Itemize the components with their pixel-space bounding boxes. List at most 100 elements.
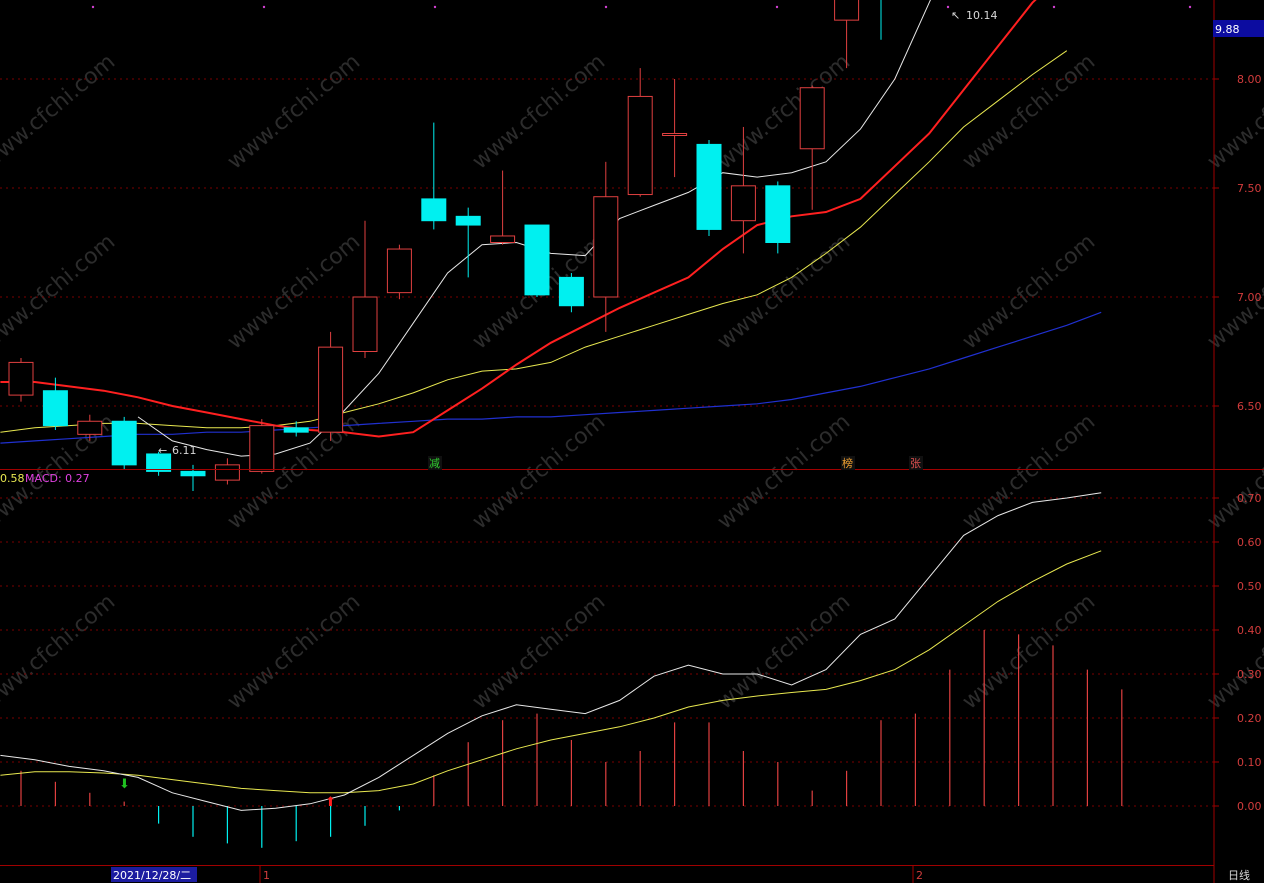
price-tick-label: 7.00 <box>1237 291 1262 304</box>
top-dot <box>1188 5 1192 9</box>
price-axis-ticks: 10.009.509.008.508.007.507.006.50 <box>1214 73 1262 413</box>
event-marker-rise[interactable]: 张 <box>910 457 921 470</box>
candle[interactable] <box>524 224 550 297</box>
event-marker-bg-3 <box>909 456 923 470</box>
candle[interactable] <box>318 331 344 441</box>
ma5-line <box>137 0 931 457</box>
watermark-text: www.cfchi.com <box>1203 409 1264 534</box>
watermark-text: www.cfchi.com <box>958 409 1100 534</box>
candle[interactable] <box>834 0 860 69</box>
dif-line <box>0 492 1102 811</box>
event-marker-ranking[interactable]: 榜 <box>842 456 853 470</box>
candle[interactable] <box>8 358 34 402</box>
dif-value-fragment: 0.58 <box>0 472 25 485</box>
candle[interactable] <box>455 207 481 278</box>
high-annotation: 10.14 <box>966 9 998 22</box>
candle[interactable] <box>869 0 893 40</box>
watermark-text: www.cfchi.com <box>713 409 855 534</box>
top-dot <box>91 5 95 9</box>
top-dot <box>262 5 266 9</box>
period-label[interactable]: 日线 <box>1228 868 1250 882</box>
top-dot <box>946 5 950 9</box>
macd-value-label: MACD: 0.27 <box>25 472 90 485</box>
watermark-text: www.cfchi.com <box>958 589 1100 714</box>
candle[interactable] <box>558 273 584 313</box>
month-marker-2: 2 <box>916 869 923 882</box>
ma60-line <box>0 311 1102 444</box>
candle[interactable] <box>662 79 688 178</box>
candle[interactable] <box>386 244 412 300</box>
buy-signal-arrow-icon: ⬆ <box>325 795 336 810</box>
low-annotation: 6.11 <box>172 444 197 457</box>
candle[interactable] <box>490 170 516 245</box>
sell-signal-arrow-icon: ⬇ <box>119 777 130 792</box>
candle[interactable] <box>180 464 206 492</box>
event-marker-bg-1 <box>428 456 442 470</box>
high-arrow-icon: ↖ <box>951 9 960 22</box>
macd-tick-label: 0.30 <box>1237 668 1262 681</box>
macd-tick-label: 0.20 <box>1237 712 1262 725</box>
watermark-text: www.cfchi.com <box>223 49 365 174</box>
ma20-line <box>0 50 1068 433</box>
macd-tick-label: 0.60 <box>1237 536 1262 549</box>
current-price-badge-bg <box>1213 20 1264 37</box>
candle[interactable] <box>421 122 447 230</box>
watermark-text: www.cfchi.com <box>468 409 610 534</box>
watermark-text: www.cfchi.com <box>958 229 1100 354</box>
watermark-text: www.cfchi.com <box>468 589 610 714</box>
candle[interactable] <box>214 458 240 485</box>
macd-lines <box>0 492 1102 811</box>
low-arrow-icon: ← <box>158 444 167 457</box>
macd-tick-label: 0.70 <box>1237 492 1262 505</box>
candle[interactable] <box>283 421 309 437</box>
macd-tick-label: 0.10 <box>1237 756 1262 769</box>
top-dot <box>433 5 437 9</box>
ma10-line <box>0 0 1037 438</box>
price-tick-label: 6.50 <box>1237 400 1262 413</box>
moving-average-lines <box>0 0 1102 457</box>
top-dot <box>775 5 779 9</box>
macd-tick-label: 0.40 <box>1237 624 1262 637</box>
candlestick-series[interactable] <box>8 0 1099 492</box>
watermark-text: www.cfchi.com <box>223 589 365 714</box>
watermark-text: www.cfchi.com <box>0 589 120 714</box>
dea-line <box>0 550 1102 794</box>
date-badge[interactable]: 2021/12/28/二 <box>113 869 191 882</box>
candle[interactable] <box>146 451 172 476</box>
candle[interactable] <box>249 419 275 474</box>
candle[interactable] <box>765 181 791 254</box>
watermark-text: www.cfchi.com <box>1203 49 1264 174</box>
macd-axis-ticks: 0.70 0.60 0.50 0.40 0.30 0.20 0.10 0.00 <box>1214 492 1262 813</box>
macd-tick-label: 0.00 <box>1237 800 1262 813</box>
watermark-text: www.cfchi.com <box>958 49 1100 174</box>
candle[interactable] <box>111 416 137 470</box>
macd-tick-label: 0.50 <box>1237 580 1262 593</box>
watermark-text: www.cfchi.com <box>713 49 855 174</box>
date-badge-bg <box>111 867 197 882</box>
watermark-text: www.cfchi.com <box>0 49 120 174</box>
candle[interactable] <box>627 68 653 197</box>
watermark-text: www.cfchi.com <box>713 229 855 354</box>
candle[interactable] <box>77 414 103 441</box>
watermark-text: www.cfchi.com <box>0 229 120 354</box>
current-price-badge: 9.88 <box>1215 23 1240 36</box>
price-tick-label: 8.00 <box>1237 73 1262 86</box>
event-marker-bg-2 <box>841 456 855 470</box>
event-marker-reduce[interactable]: 减 <box>429 457 440 470</box>
top-marker-dots <box>91 5 1192 9</box>
candle[interactable] <box>730 126 756 254</box>
candle[interactable] <box>593 161 619 332</box>
watermark-text: www.cfchi.com <box>223 229 365 354</box>
month-marker-1: 1 <box>263 869 270 882</box>
candle[interactable] <box>696 140 722 236</box>
candle[interactable] <box>352 220 378 359</box>
watermark-text: www.cfchi.com <box>713 589 855 714</box>
macd-histogram <box>20 630 1123 848</box>
watermark-text: www.cfchi.com <box>1203 589 1264 714</box>
candle[interactable] <box>42 377 68 430</box>
candle[interactable] <box>799 85 825 210</box>
top-dot <box>604 5 608 9</box>
watermark-text: www.cfchi.com <box>468 49 610 174</box>
